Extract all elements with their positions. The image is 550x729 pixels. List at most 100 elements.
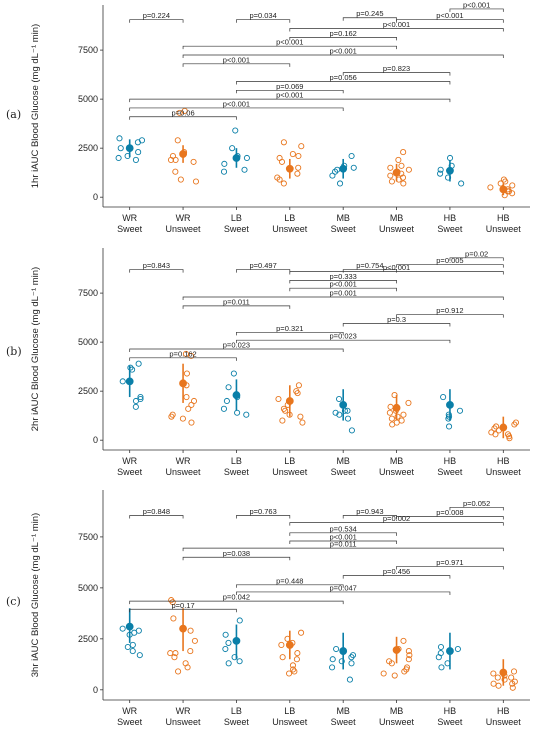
- data-point: [350, 164, 357, 171]
- y-tick-label: 2500: [78, 143, 98, 153]
- p-value-label: p=0.06: [171, 108, 194, 117]
- data-point: [295, 164, 302, 171]
- data-point: [495, 682, 502, 689]
- p-value-label: p=0.497: [249, 261, 276, 270]
- data-point: [243, 154, 250, 162]
- x-tick-label-line: Unsweet: [379, 717, 415, 727]
- data-point: [190, 158, 197, 165]
- data-point: [344, 407, 351, 414]
- data-point: [230, 370, 237, 377]
- panel-label: (b): [6, 345, 22, 358]
- significance-bracket: [129, 269, 184, 273]
- p-value-label: p<0.001: [383, 263, 410, 272]
- p-value-label: p=0.245: [356, 9, 383, 18]
- data-point: [223, 397, 230, 405]
- x-tick-label: WR Sweet: [117, 456, 143, 477]
- x-tick-label-line: Unsweet: [379, 224, 415, 234]
- data-point: [184, 664, 191, 671]
- p-value-label: p=0.042: [223, 593, 250, 602]
- data-point: [454, 645, 461, 653]
- data-point: [115, 154, 122, 162]
- x-tick-label-line: HB: [497, 456, 510, 466]
- data-point: [191, 637, 198, 644]
- x-tick-label-line: Unsweet: [486, 467, 522, 477]
- x-tick-label: LB Unsweet: [272, 213, 308, 234]
- p-value-label: p=0.754: [356, 261, 383, 270]
- data-point: [509, 680, 516, 687]
- x-tick-label-line: WR: [176, 213, 191, 223]
- data-point: [136, 652, 143, 659]
- data-point: [435, 654, 442, 661]
- data-point: [171, 654, 178, 661]
- mean-point: [446, 400, 454, 409]
- data-point: [241, 166, 248, 173]
- x-tick-label-line: Unsweet: [379, 467, 415, 477]
- x-tick-label-line: Unsweet: [486, 224, 522, 234]
- x-tick-label-line: MB: [390, 213, 404, 223]
- significance-bracket: [236, 339, 451, 344]
- y-tick-label: 0: [93, 192, 98, 202]
- significance-bracket: [129, 98, 451, 103]
- x-tick-label-line: Sweet: [224, 717, 250, 727]
- data-point: [236, 617, 243, 624]
- data-point: [169, 599, 176, 606]
- data-point: [511, 421, 518, 428]
- x-tick-label: MB Unsweet: [379, 706, 415, 727]
- data-point: [509, 190, 516, 197]
- x-tick-label: WR Sweet: [117, 213, 143, 234]
- data-point: [188, 419, 195, 426]
- mean-point: [392, 168, 401, 177]
- data-point: [299, 419, 306, 426]
- data-point: [286, 670, 293, 677]
- data-point: [131, 629, 138, 636]
- data-point: [400, 180, 407, 187]
- data-point: [494, 674, 501, 681]
- significance-bracket: [129, 608, 237, 613]
- data-point: [232, 127, 239, 134]
- p-value-label: p<0.001: [463, 0, 490, 9]
- p-value-label: p<0.001: [330, 280, 357, 289]
- significance-bracket: [342, 269, 397, 273]
- data-point: [278, 158, 286, 165]
- significance-bracket: [236, 591, 451, 595]
- data-point: [388, 178, 395, 185]
- data-point: [124, 643, 131, 651]
- data-point: [119, 625, 126, 632]
- x-tick-label-line: Sweet: [331, 717, 357, 727]
- data-point: [167, 156, 175, 163]
- significance-bracket: [236, 81, 451, 85]
- data-point: [280, 139, 287, 146]
- data-point: [487, 184, 494, 191]
- data-point: [380, 670, 387, 677]
- x-tick-label-line: LB: [231, 706, 242, 716]
- x-tick-label-line: HB: [497, 706, 510, 716]
- x-tick-label-line: LB: [284, 456, 295, 466]
- significance-bracket: [236, 331, 344, 336]
- data-point: [400, 411, 407, 418]
- data-point: [406, 652, 413, 659]
- x-tick-label: LB Unsweet: [272, 706, 308, 727]
- data-point: [329, 664, 336, 671]
- significance-bracket: [396, 566, 504, 570]
- data-point: [135, 149, 142, 156]
- x-tick-label-line: Unsweet: [486, 717, 522, 727]
- p-value-label: p=0.321: [276, 324, 303, 333]
- data-point: [388, 415, 395, 422]
- significance-bracket: [396, 264, 504, 268]
- p-value-label: p=0.023: [330, 332, 357, 341]
- data-point: [222, 631, 229, 638]
- data-point: [493, 423, 500, 430]
- mean-point: [179, 150, 187, 158]
- data-point: [167, 650, 174, 657]
- significance-bracket: [236, 89, 344, 94]
- x-tick-label: WR Sweet: [117, 706, 143, 727]
- data-point: [132, 156, 139, 163]
- p-value-label: p=0.069: [276, 82, 303, 91]
- x-tick-label-line: Unsweet: [166, 224, 202, 234]
- data-point: [170, 615, 177, 622]
- y-tick-label: 5000: [78, 94, 98, 104]
- y-tick-label: 2500: [78, 386, 98, 396]
- x-tick-label-line: Sweet: [224, 467, 250, 477]
- significance-bracket: [129, 515, 184, 519]
